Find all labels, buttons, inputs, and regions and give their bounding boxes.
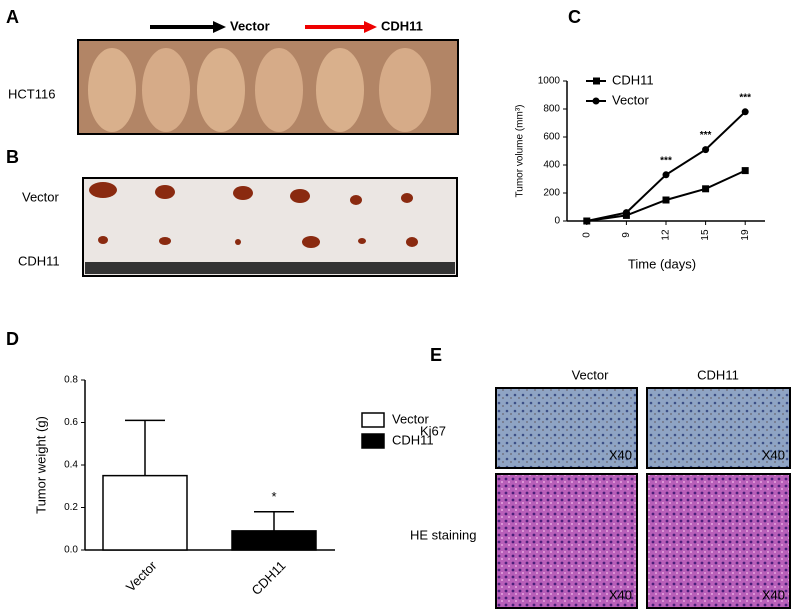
- x-tick-label: 15: [700, 229, 711, 241]
- legend-label: CDH11: [392, 432, 434, 447]
- legend-swatch: [361, 412, 385, 428]
- y-tick-label: 200: [543, 188, 560, 199]
- micrograph: [495, 387, 638, 469]
- bar: [102, 474, 188, 551]
- y-tick-label: 0: [554, 216, 560, 227]
- row-label: CDH11: [18, 253, 60, 268]
- panel-label: C: [568, 7, 581, 27]
- panel-label: D: [6, 329, 19, 349]
- row-label: HCT116: [8, 86, 55, 101]
- ruler: [85, 262, 455, 274]
- y-tick-label: 0.0: [64, 545, 78, 556]
- legend-label: Vector: [392, 411, 430, 426]
- row-label: Ki67: [420, 423, 446, 438]
- marker: [662, 196, 670, 204]
- panel-label: E: [430, 345, 442, 365]
- micrograph: [646, 387, 791, 469]
- magnification: X40: [762, 447, 785, 462]
- y-tick-label: 0.4: [64, 460, 78, 471]
- column-label: CDH11: [697, 367, 739, 382]
- marker: [583, 217, 591, 225]
- marker: [741, 167, 749, 175]
- arrow-head: [364, 21, 377, 33]
- photo: [82, 177, 458, 277]
- micrograph: [646, 473, 791, 609]
- y-tick-label: 800: [543, 104, 560, 115]
- legend-label: Vector: [230, 18, 270, 33]
- y-axis-title: Tumor weight (g): [33, 416, 48, 514]
- row-label: Vector: [22, 189, 60, 204]
- marker: [702, 146, 710, 154]
- marker: [702, 185, 710, 193]
- panel-label: B: [6, 147, 19, 167]
- magnification: X40: [609, 447, 632, 462]
- mice: [88, 48, 431, 132]
- y-axis-title: Tumor volume (mm³): [515, 105, 526, 198]
- magnification: X40: [762, 587, 785, 602]
- annotation: ***: [700, 130, 712, 141]
- marker: [662, 171, 670, 179]
- y-tick-label: 400: [543, 160, 560, 171]
- arrow-head: [213, 21, 226, 33]
- magnification: X40: [609, 587, 632, 602]
- y-tick-label: 600: [543, 132, 560, 143]
- annotation: *: [271, 489, 276, 504]
- annotation: ***: [739, 92, 751, 103]
- y-tick-label: 0.8: [64, 375, 78, 386]
- annotation: ***: [660, 155, 672, 166]
- y-tick-label: 1000: [538, 76, 561, 87]
- row-label: HE staining: [410, 527, 476, 542]
- x-tick-label: 0: [581, 232, 592, 238]
- x-tick-label: 9: [621, 232, 632, 238]
- legend-swatch: [361, 433, 385, 449]
- legend-label: CDH11: [612, 72, 654, 87]
- x-tick-label: CDH11: [248, 558, 288, 598]
- marker: [622, 209, 630, 217]
- x-axis-title: Time (days): [628, 256, 696, 271]
- column-label: Vector: [572, 367, 610, 382]
- legend-label: Vector: [612, 92, 650, 107]
- micrograph: [495, 473, 638, 609]
- tumors: [89, 182, 418, 248]
- marker: [741, 108, 749, 116]
- bar: [231, 530, 317, 551]
- y-tick-label: 0.6: [64, 417, 78, 428]
- x-tick-label: 12: [661, 229, 672, 241]
- x-tick-label: Vector: [123, 557, 160, 594]
- panel-label: A: [6, 7, 19, 27]
- legend-label: CDH11: [381, 18, 423, 33]
- y-tick-label: 0.2: [64, 502, 78, 513]
- x-tick-label: 19: [740, 229, 751, 241]
